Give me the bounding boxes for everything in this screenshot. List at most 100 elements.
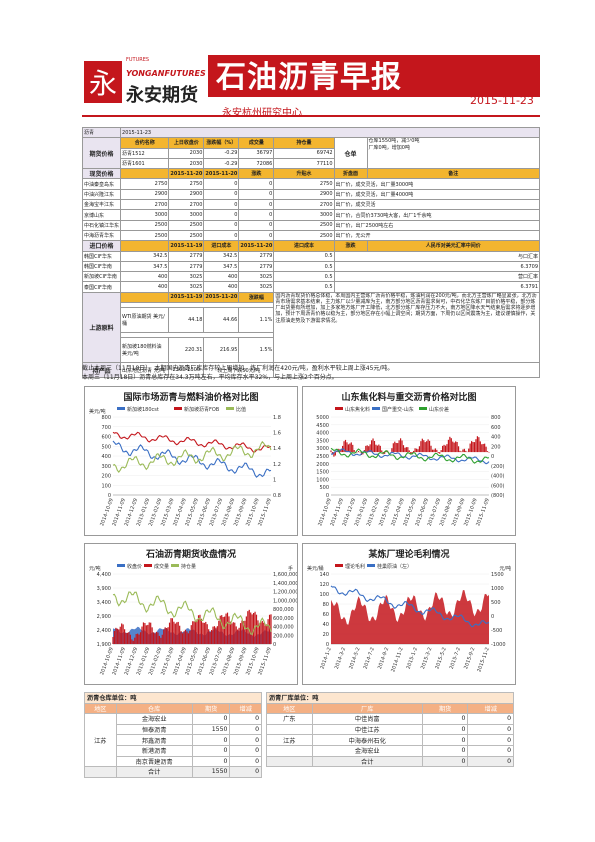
y2-tick-label: 1.2 <box>273 462 281 468</box>
series-bar <box>164 627 166 644</box>
y-tick-label: 3,900 <box>97 586 111 592</box>
series-bar <box>208 629 210 644</box>
warehouse-title: 沥青仓库单位：吨 <box>84 692 262 704</box>
y2-tick-label: 1,400,000 <box>273 581 297 587</box>
series-bar <box>141 626 143 644</box>
series-bar <box>157 632 159 644</box>
col-header <box>120 291 170 304</box>
series-bar <box>384 452 386 454</box>
y-tick-label: 4000 <box>316 431 329 437</box>
series-bar <box>253 612 255 644</box>
series-bar <box>340 449 342 453</box>
y2-tick-label: 600,000 <box>273 616 294 622</box>
series-bar <box>486 451 489 453</box>
series-bar <box>232 622 234 644</box>
y-tick-label: 200 <box>101 474 111 480</box>
cell: 2779 <box>238 250 275 262</box>
series-bar <box>184 629 187 644</box>
table-head-left: 沥青 <box>81 126 122 139</box>
col-header: 增减 <box>467 702 514 715</box>
series-bar <box>187 633 189 644</box>
series-bar <box>431 449 434 453</box>
series-bar <box>450 438 452 453</box>
x-tick-label: 2015-3-2 <box>420 647 433 670</box>
series-bar <box>123 629 126 644</box>
col-header: 期货 <box>421 702 469 715</box>
axis-unit-right: 手 <box>288 565 293 572</box>
series-bar <box>473 442 476 453</box>
total-cell: 1550 <box>191 766 231 778</box>
chart-shandong-coking: 山东焦化料与重交沥青价格对比图 山东焦化料 国产重交-山东 山东价差 5000 4500 4… <box>302 386 516 536</box>
cell: 400 <box>203 281 240 293</box>
table-row: 江苏 中海泰州石化 0 0 <box>266 734 514 746</box>
y-tick-label: 100 <box>319 592 329 598</box>
cell: 0 <box>203 188 240 201</box>
legend-entry: 收盘价 <box>127 563 142 570</box>
cell: 0.5 <box>273 260 335 273</box>
cell: 2750 <box>273 178 335 190</box>
cell: 中油兴隆江东 <box>81 188 122 201</box>
series-bar <box>126 632 129 644</box>
col-header: 2015-11-20 <box>238 240 275 252</box>
col-header: 2015-11-19 <box>168 291 205 304</box>
legend-entry: 国产重交-山东 <box>382 406 414 413</box>
col-header: 成交量 <box>238 137 275 149</box>
series-bar <box>206 624 208 644</box>
cell: 2500 <box>168 229 205 242</box>
legend-entry: 山东焦化料 <box>345 406 370 413</box>
y-tick-label: 500 <box>101 444 111 450</box>
series-bar <box>391 448 393 453</box>
series-bar <box>370 440 373 453</box>
series-bar <box>417 449 419 453</box>
series-bar <box>353 449 355 453</box>
series-bar <box>142 622 145 644</box>
cell: 2500 <box>120 229 170 242</box>
series-bar <box>131 639 133 644</box>
series-bar <box>163 629 165 644</box>
series-bar <box>263 622 265 644</box>
series-bar <box>235 626 237 644</box>
cell: 2500 <box>168 219 205 231</box>
chart-intl-asphalt-fuel: 国际市场沥青与燃料油价格对比图 美元/吨 新加坡180cst 新加坡沥青FOB 比值 80… <box>84 386 298 536</box>
y2-tick-label: 1.4 <box>273 446 281 452</box>
series-bar <box>379 445 381 453</box>
cell: 44.18 <box>168 307 205 334</box>
series-bar <box>241 620 243 644</box>
table-row: 新加坡CIF华南 400 3025 400 3025 0.5 营口汇率 <box>81 271 541 283</box>
y-tick-label: 600 <box>101 435 111 441</box>
series-bar <box>255 614 258 644</box>
col-header: 厂库 <box>311 702 423 715</box>
cell: 342.5 <box>120 250 170 262</box>
series-bar <box>449 436 451 453</box>
axis-unit-left: 美元/吨 <box>89 408 106 415</box>
cell: 342.5 <box>203 250 240 262</box>
y-tick-label: 60 <box>323 612 329 618</box>
col-header: 合约名称 <box>120 137 170 149</box>
cell: 0 <box>229 713 262 725</box>
series-bar <box>424 442 426 453</box>
x-tick-label: 2014-11-2 <box>390 647 404 673</box>
table-row: 金海宝丰江东 2700 2700 0 0 2700 出厂价，成交灵活 <box>81 199 541 211</box>
series-bar <box>113 630 116 644</box>
cell: 6.3709 <box>333 260 541 273</box>
cell: 6.3791 <box>333 281 541 293</box>
futures-label: 期货价格 <box>81 137 122 170</box>
cell: 0 <box>238 178 275 190</box>
cell: 2030 <box>168 157 205 170</box>
series-bar <box>160 637 162 644</box>
series-bar <box>137 633 139 644</box>
series-bar <box>267 619 269 644</box>
cell: 2700 <box>120 199 170 211</box>
series-bar <box>476 436 479 453</box>
y-tick-label: 300 <box>101 464 111 470</box>
series-bar <box>330 450 332 453</box>
y-tick-label: 0 <box>326 642 329 648</box>
axis-unit-left: 美元/桶 <box>307 565 324 572</box>
y2-tick-label: 0.8 <box>273 493 281 499</box>
series-bar <box>186 631 188 644</box>
y-tick-label: 800 <box>101 415 111 421</box>
series-bar <box>401 440 403 453</box>
total-cell: 0 <box>229 766 262 778</box>
series-bar <box>245 616 247 644</box>
series-bar <box>129 634 131 644</box>
